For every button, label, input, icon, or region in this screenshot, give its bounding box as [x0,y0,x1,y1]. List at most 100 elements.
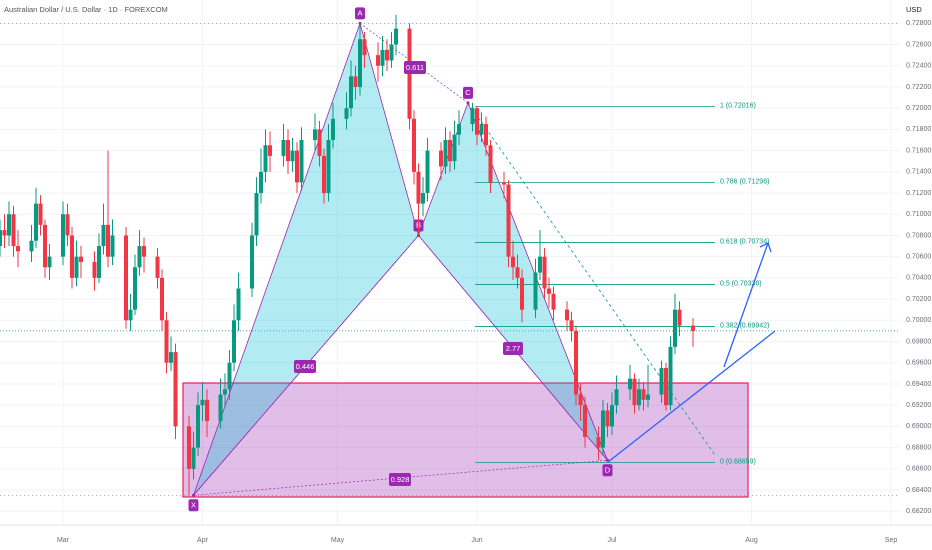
y-tick-label: 0.69200 [906,402,931,409]
fib-label: 0.5 (0.70338) [720,280,762,287]
candle-body [520,277,524,310]
candle-body [65,214,70,236]
ratio-badge [389,473,411,486]
y-tick-label: 0.69000 [906,423,931,430]
x-tick-label: Sep [885,537,898,544]
candle-body [574,330,578,395]
candle-body [673,309,677,347]
candle-body [515,267,520,278]
candle-body [605,410,610,427]
pattern-point [466,101,470,105]
candle-body [124,235,128,321]
candle-body [457,124,461,135]
candle-body [259,171,263,194]
fib-label: 0.786 (0.71298) [720,178,769,185]
candle-body [389,44,394,61]
y-tick-label: 0.70000 [906,317,931,324]
point-label: A [357,8,362,17]
point-label: X [191,500,196,509]
candle-body [362,39,367,56]
y-tick-label: 0.71600 [906,147,931,154]
candle-body [196,405,200,448]
y-tick-label: 0.68200 [906,508,931,515]
candle-body [470,108,475,125]
candle-body [578,394,583,406]
fib-label: 0.382 (0.69942) [720,322,769,329]
candle-body [646,394,650,400]
candle-body [38,203,43,225]
point-badge [188,499,199,512]
candle-body [412,118,416,172]
candle-body [394,28,398,45]
candle-body [160,277,164,321]
fib-label: 0 (0.68659) [720,458,756,465]
candle-body [385,49,389,61]
candle-body [488,145,493,183]
candle-body [43,224,47,268]
candle-body [641,389,646,400]
candle-body [376,55,380,66]
y-tick-label: 0.70600 [906,254,931,261]
candle-body [322,155,326,194]
y-tick-label: 0.72400 [906,63,931,70]
candle-body [484,124,488,146]
candle-body [286,140,290,162]
y-tick-label: 0.70800 [906,232,931,239]
y-tick-label: 0.71800 [906,126,931,133]
y-tick-label: 0.70400 [906,275,931,282]
fib-label: 1 (0.72016) [720,102,756,109]
ratio-badge [404,61,426,74]
candle-body [565,309,569,321]
candle-body [506,184,511,257]
candle-body [218,394,223,422]
point-badge [602,464,613,477]
candle-body [439,150,443,167]
y-tick-label: 0.68400 [906,487,931,494]
candle-body [137,246,142,268]
pattern-diagonal [193,459,608,496]
x-tick-label: Apr [197,537,209,544]
x-tick-label: May [331,537,345,544]
candle-body [551,293,556,310]
ratio-label: 0.928 [391,475,410,484]
candle-body [2,230,7,236]
candle-body [326,140,331,194]
candle-body [34,203,38,241]
candle-body [173,352,178,427]
x-tick-label: Jun [471,537,482,544]
axes: 0.68200 0.68400 0.68600 0.68800 0.69000 0.692… [57,20,931,544]
candle-body [16,246,20,252]
candle-body [677,309,682,326]
candle-body [668,346,673,406]
candle-body [610,405,614,427]
candle-body [11,214,16,247]
candle-body [142,246,146,257]
candle-body [416,171,421,204]
candle-body [295,150,299,183]
candle-body [569,320,574,331]
candle-body [331,118,335,140]
y-tick-label: 0.68600 [906,466,931,473]
candle-body [155,256,160,278]
ratio-badge [503,342,523,355]
candle-body [169,352,173,363]
y-tick-label: 0.71400 [906,169,931,176]
candle-body [205,399,209,422]
x-tick-label: Aug [745,537,758,544]
point-badge [463,86,473,99]
candle-body [200,399,205,406]
candle-body [70,235,74,278]
arrow-head [759,242,772,253]
y-tick-label: 0.69600 [906,360,931,367]
chart-title: Australian Dollar / U.S. Dollar · 1D · F… [4,5,168,14]
candle-body [443,140,448,167]
candle-body [263,145,268,172]
candle-body [614,389,619,406]
candle-body [106,224,110,257]
y-tick-label: 0.69400 [906,381,931,388]
candle-body [299,140,304,183]
candle-body [187,426,191,469]
y-tick-label: 0.71000 [906,211,931,218]
point-label: C [465,88,471,97]
